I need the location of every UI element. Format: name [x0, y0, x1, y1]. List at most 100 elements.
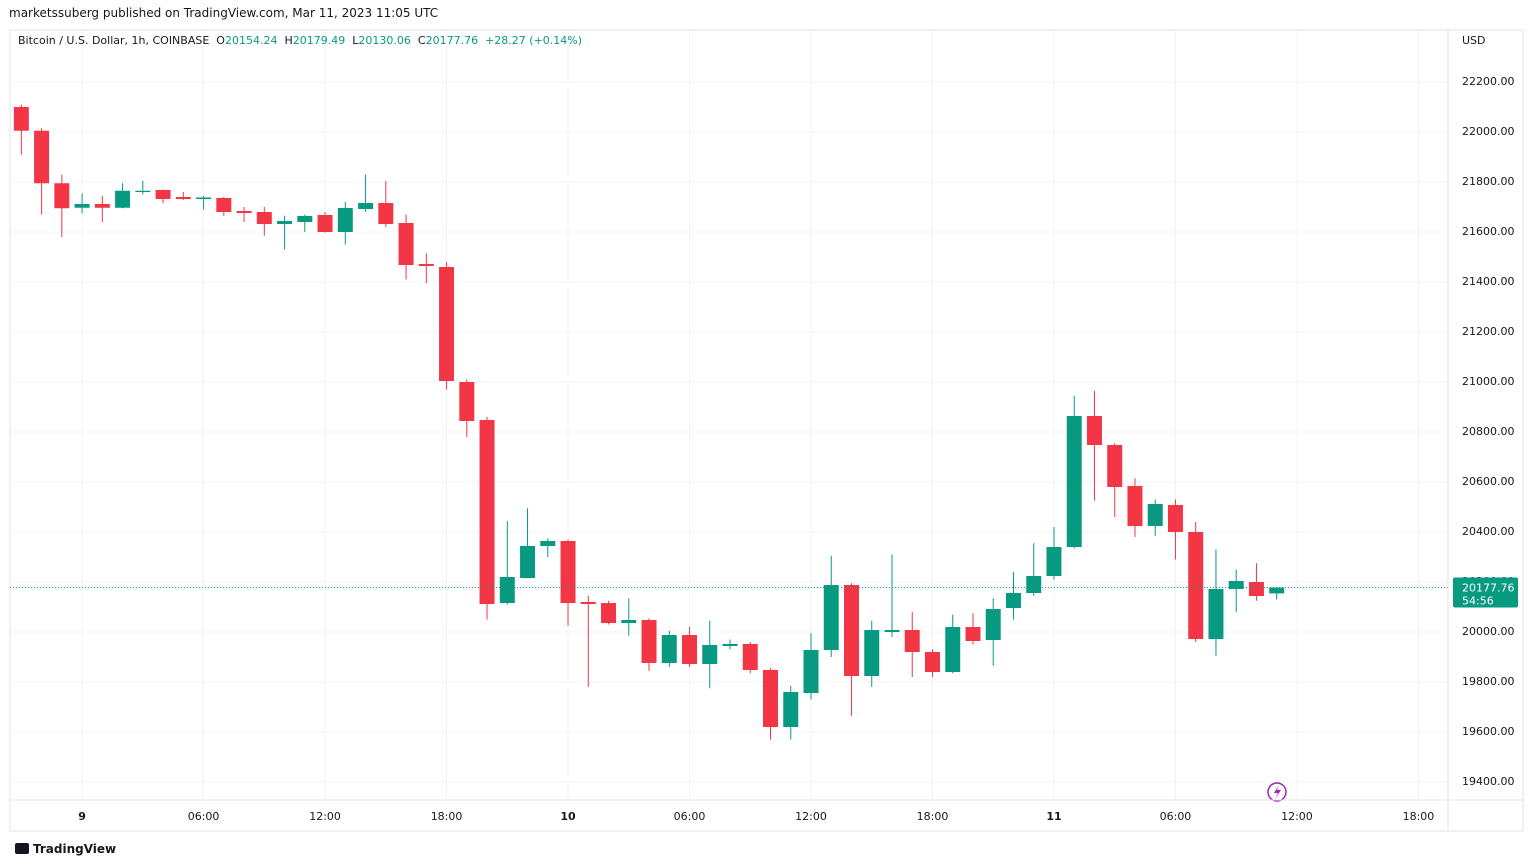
y-tick-label: 21600.00 — [1462, 225, 1515, 238]
candle-body — [1127, 486, 1143, 526]
y-tick-label: 20400.00 — [1462, 525, 1515, 538]
candle-body — [904, 630, 920, 652]
candle-body — [34, 130, 50, 184]
legend-change: +28.27 (+0.14%) — [485, 34, 583, 47]
candle-body — [641, 620, 657, 663]
y-tick-label: 19400.00 — [1462, 775, 1515, 788]
x-tick-label: 18:00 — [431, 810, 463, 823]
candle-body — [924, 652, 940, 672]
last-price-tag — [1453, 577, 1518, 608]
candle-body — [742, 644, 758, 670]
y-tick-label: 21800.00 — [1462, 175, 1515, 188]
y-tick-label: 20000.00 — [1462, 625, 1515, 638]
x-tick-label: 06:00 — [1160, 810, 1192, 823]
candle-body — [459, 382, 475, 421]
candle-body — [297, 216, 313, 222]
candle-body — [783, 692, 799, 727]
candle-body — [621, 620, 637, 623]
countdown-label: 54:56 — [1462, 595, 1494, 608]
candle-body — [1269, 587, 1285, 594]
candle-body — [682, 635, 698, 664]
legend-key: H — [284, 34, 293, 47]
y-tick-label: 19800.00 — [1462, 675, 1515, 688]
y-tick-label: 21400.00 — [1462, 275, 1515, 288]
y-tick-label: 20800.00 — [1462, 425, 1515, 438]
candle-body — [1228, 581, 1244, 589]
x-tick-label: 11 — [1046, 810, 1061, 823]
candle-body — [236, 211, 252, 213]
candle-body — [803, 650, 819, 693]
candle-body — [277, 221, 293, 224]
candle-body — [540, 541, 556, 546]
candle-body — [1188, 532, 1204, 639]
candle-body — [115, 190, 131, 208]
candle-body — [1167, 505, 1183, 532]
candle-body — [985, 609, 1001, 640]
candle-body — [256, 212, 272, 224]
candle-body — [823, 585, 839, 650]
candle-body — [74, 204, 90, 208]
candle-body — [479, 420, 495, 604]
candle-body — [499, 577, 515, 603]
candle-body — [175, 197, 191, 199]
x-tick-label: 9 — [78, 810, 86, 823]
candle-body — [1026, 576, 1042, 593]
candle-body — [1066, 416, 1082, 547]
candle-body — [520, 546, 536, 578]
y-tick-label: 21000.00 — [1462, 375, 1515, 388]
legend-value: 20130.06 — [358, 34, 411, 47]
event-icon[interactable] — [1267, 782, 1287, 802]
candle-body — [196, 197, 212, 199]
candle-body — [560, 541, 576, 603]
candle-body — [54, 183, 70, 209]
candle-body — [1086, 416, 1102, 445]
ohlc-legend: Bitcoin / U.S. Dollar, 1h, COINBASE O 201… — [18, 34, 582, 47]
candle-body — [398, 223, 414, 265]
candle-body — [317, 215, 333, 232]
candle-body — [661, 635, 677, 663]
candle-body — [216, 198, 232, 212]
event-icon-bolt — [1274, 785, 1281, 799]
chart-frame — [9, 29, 1524, 832]
candle-body — [580, 602, 596, 604]
x-tick-label: 18:00 — [917, 810, 949, 823]
legend-value: 20179.49 — [292, 34, 346, 47]
candle-body — [1046, 547, 1062, 576]
x-tick-label: 06:00 — [674, 810, 706, 823]
candle-body — [864, 630, 880, 676]
candle-body — [94, 204, 110, 208]
legend-value: 20177.76 — [425, 34, 479, 47]
y-tick-label: 21200.00 — [1462, 325, 1515, 338]
candle-body — [884, 630, 900, 632]
x-tick-label: 06:00 — [188, 810, 220, 823]
candle-body — [1107, 445, 1123, 487]
y-tick-label: 22000.00 — [1462, 125, 1515, 138]
candle-body — [1005, 593, 1021, 608]
candle-body — [418, 264, 434, 266]
logo — [15, 843, 29, 854]
candle-body — [763, 670, 778, 727]
candle-body — [844, 585, 859, 676]
candle-body — [135, 190, 151, 192]
x-tick-label: 10 — [560, 810, 576, 823]
candle-body — [1248, 582, 1264, 596]
candle-body — [722, 644, 738, 646]
candle-body — [358, 203, 374, 209]
last-price-label: 20177.76 — [1462, 582, 1515, 595]
candle-body — [155, 190, 171, 199]
y-tick-label: 22200.00 — [1462, 75, 1515, 88]
x-tick-label: 12:00 — [1281, 810, 1313, 823]
candle-body — [702, 645, 718, 664]
x-tick-label: 18:00 — [1403, 810, 1435, 823]
footer-brand: TradingView — [33, 842, 117, 856]
currency-label: USD — [1462, 34, 1486, 47]
publish-info: marketssuberg published on TradingView.c… — [9, 6, 439, 20]
symbol-title: Bitcoin / U.S. Dollar, 1h, COINBASE — [18, 34, 210, 47]
legend-key: C — [417, 34, 426, 47]
legend-key: O — [216, 34, 225, 47]
candle-body — [945, 627, 961, 672]
legend-key: L — [352, 34, 359, 47]
x-tick-label: 12:00 — [309, 810, 341, 823]
